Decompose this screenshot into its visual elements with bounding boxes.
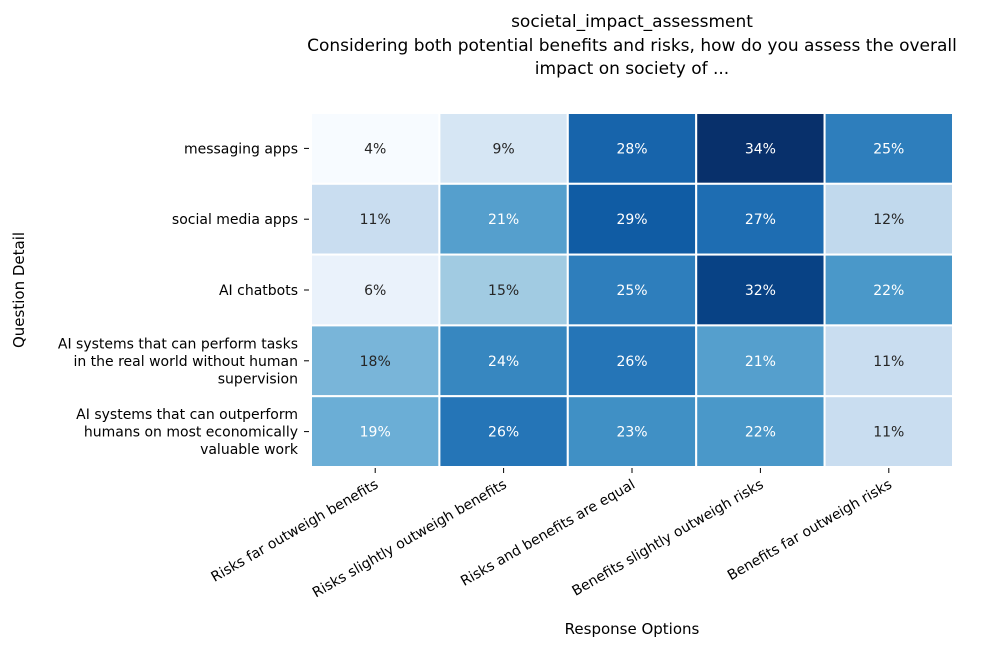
cell-value-label: 18% [360, 354, 391, 370]
cell-value-label: 25% [616, 283, 647, 299]
cell-value-label: 32% [745, 283, 776, 299]
cell-value-label: 9% [492, 141, 514, 157]
cell-value-label: 6% [364, 283, 386, 299]
cell-value-label: 12% [873, 212, 904, 228]
cell-value-label: 11% [873, 354, 904, 370]
cell-value-label: 26% [488, 425, 519, 441]
cell-value-label: 34% [745, 141, 776, 157]
heatmap-cell [438, 112, 569, 185]
heatmap-cell [566, 395, 698, 469]
heatmap-cell [310, 324, 441, 398]
heatmap-cells: 4% 9% 28% 34% 25% 11% 21% 29% 27% 12% 6% 15% 25% 32% 2… [310, 112, 954, 469]
cell-value-label: 23% [616, 425, 647, 441]
heatmap-cell [695, 253, 826, 327]
y-tick-label: AI chatbots [219, 283, 298, 299]
y-axis-label: Question Detail [10, 232, 28, 348]
y-axis-ticks: messaging apps social media apps AI chatbo… [58, 141, 309, 458]
cell-value-label: 27% [745, 212, 776, 228]
x-axis-label: Response Options [565, 620, 700, 638]
chart-title-line-1: societal_impact_assessment [511, 12, 753, 32]
cell-value-label: 21% [745, 354, 776, 370]
cell-value-label: 22% [873, 283, 904, 299]
heatmap-cell [695, 324, 826, 398]
y-tick-label: messaging apps [184, 141, 298, 157]
heatmap-cell [310, 182, 441, 256]
y-tick-label: AI systems that can outperform humans on … [76, 407, 299, 458]
chart-title-line-2: Considering both potential benefits and … [307, 36, 957, 56]
heatmap-cell [310, 112, 441, 185]
heatmap-cell [438, 253, 569, 327]
y-tick-label: social media apps [172, 212, 298, 228]
cell-value-label: 24% [488, 354, 519, 370]
chart-title: societal_impact_assessment Considering b… [307, 12, 957, 79]
cell-value-label: 11% [873, 425, 904, 441]
cell-value-label: 25% [873, 141, 904, 157]
heatmap-cell [823, 324, 954, 398]
cell-value-label: 22% [745, 425, 776, 441]
heatmap-cell [438, 324, 569, 398]
cell-value-label: 4% [364, 141, 386, 157]
heatmap-cell [566, 324, 698, 398]
cell-value-label: 15% [488, 283, 519, 299]
heatmap-cell [823, 395, 954, 469]
cell-value-label: 29% [616, 212, 647, 228]
cell-value-label: 26% [616, 354, 647, 370]
heatmap-cell [310, 395, 441, 469]
cell-value-label: 21% [488, 212, 519, 228]
cell-value-label: 11% [360, 212, 391, 228]
heatmap-cell [438, 395, 569, 469]
y-tick-label: AI systems that can perform tasks in the … [58, 336, 298, 387]
heatmap-cell [566, 182, 698, 256]
heatmap-cell [823, 182, 954, 256]
cell-value-label: 28% [616, 141, 647, 157]
cell-value-label: 19% [360, 425, 391, 441]
chart-title-line-3: impact on society of ... [535, 59, 729, 79]
